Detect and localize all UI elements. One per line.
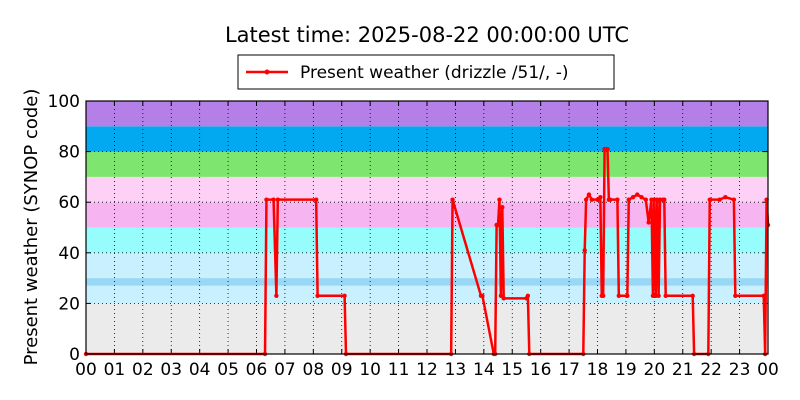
data-point-0-63	[731, 197, 737, 202]
x-tick-label-0: 00	[75, 360, 97, 380]
x-tick-label-5: 05	[217, 360, 239, 380]
x-tick-label-19: 19	[615, 360, 637, 380]
y-tick-label-3: 60	[58, 193, 80, 213]
data-point-0-37	[608, 197, 613, 202]
data-point-0-45	[643, 197, 649, 202]
legend-label: Present weather (drizzle /51/, -)	[300, 63, 569, 83]
y-axis-label: Present weather (SYNOP code)	[21, 89, 42, 366]
x-tick-label-1: 01	[104, 360, 126, 380]
data-point-0-20	[500, 205, 505, 210]
chart-title: Latest time: 2025-08-22 00:00:00 UTC	[225, 23, 629, 47]
data-point-0-55	[662, 197, 667, 202]
x-tick-label-21: 21	[672, 360, 694, 380]
data-point-0-38	[615, 197, 620, 202]
x-tick-label-11: 11	[388, 360, 410, 380]
x-tick-label-2: 02	[132, 360, 154, 380]
data-point-0-21	[501, 296, 506, 301]
data-point-0-33	[600, 293, 606, 299]
data-point-0-27	[583, 197, 589, 202]
data-point-0-52	[656, 293, 661, 299]
data-point-0-44	[639, 194, 644, 200]
x-tick-label-4: 04	[189, 360, 211, 380]
data-point-0-6	[313, 197, 319, 202]
x-tick-label-7: 07	[274, 360, 296, 380]
data-point-0-62	[723, 194, 728, 200]
data-point-0-65	[761, 293, 766, 299]
x-tick-label-15: 15	[501, 360, 523, 380]
x-tick-label-9: 09	[331, 360, 353, 380]
x-tick-label-20: 20	[644, 360, 666, 380]
x-tick-label-18: 18	[587, 360, 609, 380]
data-point-0-42	[630, 194, 636, 200]
data-point-0-56	[663, 293, 668, 299]
data-point-0-11	[450, 197, 455, 202]
x-tick-label-13: 13	[445, 360, 467, 380]
data-point-0-61	[717, 197, 722, 202]
data-point-0-13	[480, 293, 485, 299]
y-tick-label-1: 20	[58, 294, 80, 314]
data-point-0-31	[598, 194, 603, 200]
data-point-0-64	[733, 293, 738, 299]
y-tick-label-5: 100	[48, 92, 80, 112]
data-point-0-18	[497, 197, 502, 202]
data-point-0-60	[707, 197, 712, 202]
data-point-0-28	[586, 192, 592, 197]
legend-marker	[264, 69, 270, 75]
y-tick-label-0: 0	[69, 345, 80, 365]
data-point-0-29	[589, 197, 595, 202]
data-point-0-4	[274, 293, 279, 299]
x-tick-label-17: 17	[558, 360, 580, 380]
data-point-0-2	[264, 197, 269, 202]
x-tick-label-8: 08	[303, 360, 325, 380]
x-tick-label-24: 00	[757, 360, 779, 380]
legend: Present weather (drizzle /51/, -)	[237, 54, 615, 90]
data-point-0-8	[342, 293, 347, 299]
plot-frame	[85, 100, 769, 355]
band-1	[86, 285, 768, 304]
x-tick-label-23: 23	[729, 360, 751, 380]
data-point-0-19	[498, 293, 504, 299]
y-tick-label-2: 40	[58, 244, 80, 264]
data-point-0-46	[646, 220, 651, 225]
x-tick-label-6: 06	[246, 360, 268, 380]
x-tick-label-22: 22	[700, 360, 722, 380]
x-tick-label-14: 14	[473, 360, 495, 380]
data-point-0-43	[635, 192, 640, 197]
data-point-0-3	[271, 197, 276, 202]
band-0	[86, 303, 768, 354]
data-point-0-57	[690, 293, 695, 299]
data-point-0-41	[626, 197, 631, 202]
data-point-0-23	[525, 293, 531, 299]
plot-area: 00 01 02 03 04 05 06 07 08 09 10 11 12 13 14 15 16 17 18 19…	[48, 92, 779, 380]
data-point-0-17	[495, 222, 501, 228]
band-8	[86, 126, 768, 152]
data-point-0-40	[625, 293, 630, 299]
data-point-0-26	[582, 248, 587, 253]
y-tick-label-4: 80	[58, 143, 80, 163]
data-point-0-35	[605, 146, 610, 152]
x-tick-label-12: 12	[416, 360, 438, 380]
data-point-0-7	[315, 293, 320, 299]
x-tick-label-10: 10	[359, 360, 381, 380]
x-tick-label-16: 16	[530, 360, 552, 380]
data-point-0-39	[616, 293, 622, 299]
band-7	[86, 151, 768, 177]
x-tick-label-3: 03	[160, 360, 182, 380]
data-point-0-30	[595, 197, 600, 202]
legend-box	[237, 54, 615, 90]
data-point-0-5	[275, 197, 281, 202]
